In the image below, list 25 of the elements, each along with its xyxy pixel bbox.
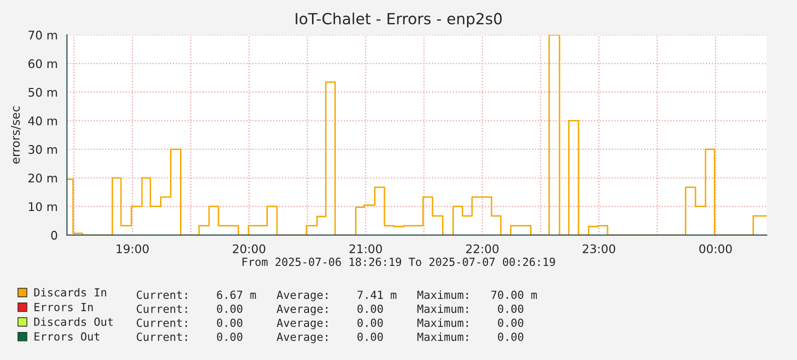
- text: Current: 0.00 Average: 0.00 Maximum: 0.00: [136, 304, 524, 316]
- legend-label: Errors In: [34, 302, 93, 312]
- x-tick-label: 00:00: [699, 244, 732, 254]
- legend-label: Discards In: [34, 288, 106, 297]
- text: Current: 6.67 m Average: 7.41 m Maximum: 70.00 m: [136, 290, 537, 302]
- chart-title: IoT-Chalet - Errors - enp2s0: [296, 12, 502, 28]
- x-tick-label: 19:00: [116, 244, 149, 254]
- text: Current: 0.00 Average: 0.00 Maximum: 0.00: [136, 332, 524, 344]
- x-tick-label: 20:00: [232, 244, 266, 254]
- y-tick-label: 40 m: [28, 116, 57, 126]
- y-tick-label: 0: [51, 230, 58, 240]
- legend-label: Errors Out: [34, 332, 100, 341]
- x-tick-label: 21:00: [350, 244, 382, 254]
- y-tick-label: 10 m: [28, 202, 57, 212]
- text: Current: 0.00 Average: 0.00 Maximum: 0.00: [136, 318, 524, 330]
- x-tick-label: 23:00: [582, 244, 616, 254]
- y-tick-label: 60 m: [28, 59, 57, 68]
- y-tick-label: 20 m: [28, 174, 57, 183]
- y-tick-label: 50 m: [28, 88, 57, 97]
- y-tick-label: 70 m: [28, 30, 57, 40]
- text: From 2025-07-06 18:26:19 To 2025-07-07 00:26:19: [242, 258, 555, 266]
- y-tick-label: 30 m: [28, 145, 57, 154]
- x-tick-label: 22:00: [466, 244, 499, 254]
- y-axis-title: errors/sec: [11, 106, 21, 164]
- legend-label: Discards Out: [34, 317, 113, 326]
